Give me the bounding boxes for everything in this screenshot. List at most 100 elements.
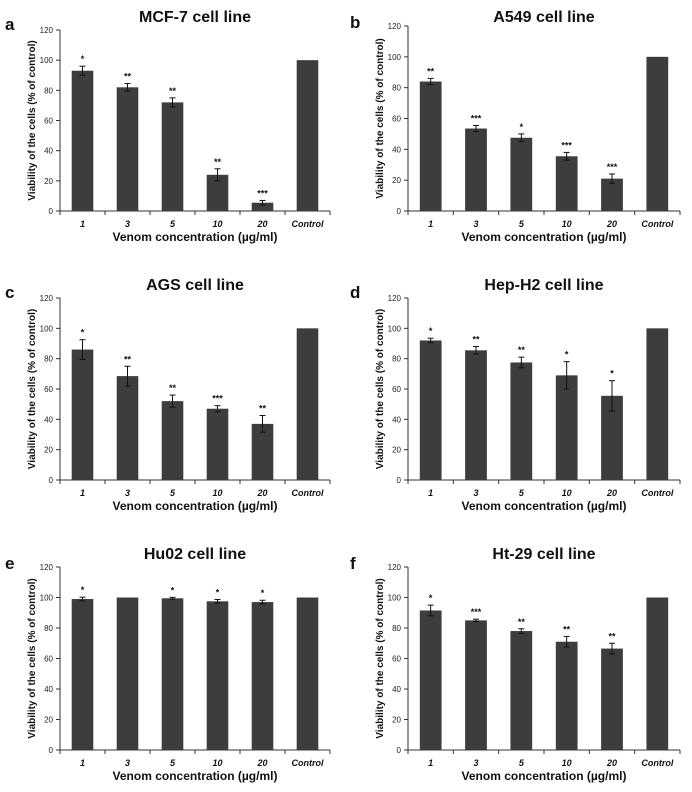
x-tick-label: 10	[212, 219, 222, 229]
significance-marker: *	[81, 585, 85, 595]
bar	[296, 328, 319, 480]
y-tick-label: 60	[392, 385, 401, 394]
y-tick-label: 80	[392, 84, 401, 93]
y-tick-label: 80	[392, 355, 401, 364]
x-axis-label: Venom concentration (µg/ml)	[113, 230, 278, 244]
x-tick-label: 3	[473, 219, 478, 229]
y-tick-label: 60	[392, 655, 401, 664]
x-tick-label: 20	[606, 758, 617, 768]
significance-marker: ***	[471, 607, 482, 617]
y-tick-label: 100	[388, 53, 402, 62]
y-tick-label: 40	[44, 685, 53, 694]
x-tick-label: 10	[562, 488, 572, 498]
chart-panel-a: a MCF-7 cell line 0 20 40 60 80 100 120 * 1 ** 3 ** 5 *…	[5, 9, 331, 244]
significance-marker: **	[169, 86, 177, 96]
bar	[161, 102, 184, 211]
y-tick-label: 0	[397, 746, 402, 755]
x-tick-label: 5	[519, 219, 525, 229]
significance-marker: *	[520, 122, 524, 132]
y-tick-label: 20	[392, 446, 401, 455]
y-tick-label: 20	[44, 716, 53, 725]
x-tick-label: 10	[562, 219, 572, 229]
significance-marker: *	[216, 587, 220, 597]
significance-marker: ***	[471, 113, 482, 123]
chart-title: MCF-7 cell line	[139, 9, 251, 26]
x-tick-label: 20	[256, 488, 267, 498]
bar	[251, 423, 274, 480]
bar	[419, 81, 442, 211]
chart-panel-b: b A549 cell line 0 20 40 60 80 100 120 ** 1 *** 3 * 5 *…	[350, 9, 681, 244]
bar	[465, 128, 487, 211]
bar	[555, 375, 578, 480]
significance-marker: *	[171, 585, 175, 595]
x-tick-label: 1	[428, 219, 433, 229]
y-tick-label: 0	[397, 476, 402, 485]
y-tick-label: 0	[397, 207, 402, 216]
x-tick-label: 5	[170, 488, 176, 498]
y-tick-label: 100	[40, 324, 54, 333]
y-tick-label: 120	[388, 563, 402, 572]
bar	[206, 601, 229, 750]
y-axis-label: Viability of the cells (% of control)	[375, 38, 386, 198]
x-tick-label: 3	[125, 488, 130, 498]
y-tick-label: 100	[40, 594, 54, 603]
bar	[116, 87, 139, 211]
chart-title: Hep-H2 cell line	[484, 277, 603, 294]
bar	[465, 620, 487, 750]
x-tick-label: 10	[212, 758, 222, 768]
y-tick-label: 80	[44, 355, 53, 364]
y-tick-label: 80	[44, 86, 53, 95]
bar	[71, 70, 94, 211]
bar	[296, 60, 319, 211]
bar	[555, 156, 578, 211]
bar	[555, 641, 578, 750]
x-tick-label: 5	[170, 758, 176, 768]
significance-marker: *	[610, 369, 614, 379]
y-tick-label: 80	[44, 624, 53, 633]
x-tick-label: 5	[519, 758, 525, 768]
x-tick-label: 1	[428, 758, 433, 768]
chart-title: Hu02 cell line	[144, 546, 246, 563]
panel-letter: d	[350, 283, 360, 302]
x-tick-label: 20	[256, 219, 267, 229]
y-tick-label: 20	[44, 446, 53, 455]
bar	[251, 202, 274, 211]
x-tick-label: 3	[473, 758, 478, 768]
bar	[646, 56, 669, 212]
bar	[71, 349, 94, 480]
bar	[251, 602, 274, 750]
y-tick-label: 60	[44, 655, 53, 664]
significance-marker: **	[563, 624, 571, 634]
panel-letter: b	[350, 13, 360, 32]
x-tick-label: Control	[292, 219, 324, 229]
y-tick-label: 120	[40, 294, 54, 303]
significance-marker: **	[427, 66, 435, 76]
chart-panel-e: e Hu02 cell line 0 20 40 60 80 100 120 * 1 3 * 5 * 10 * 2…	[5, 546, 331, 783]
x-axis-label: Venom concentration (µg/ml)	[462, 230, 627, 244]
y-tick-label: 100	[388, 324, 402, 333]
y-tick-label: 40	[392, 415, 401, 424]
y-axis-label: Viability of the cells (% of control)	[27, 578, 38, 738]
y-tick-label: 120	[40, 26, 54, 35]
significance-marker: **	[124, 72, 132, 82]
y-tick-label: 100	[388, 594, 402, 603]
y-tick-label: 0	[49, 207, 54, 216]
y-tick-label: 40	[392, 145, 401, 154]
significance-marker: **	[608, 631, 616, 641]
y-tick-label: 60	[44, 385, 53, 394]
x-tick-label: Control	[292, 488, 324, 498]
panel-letter: c	[5, 283, 14, 302]
significance-marker: *	[565, 350, 569, 360]
bar	[646, 328, 669, 480]
significance-marker: **	[259, 404, 267, 414]
bar	[601, 648, 623, 750]
y-tick-label: 40	[392, 685, 401, 694]
x-tick-label: Control	[641, 488, 673, 498]
bar	[116, 376, 139, 480]
y-tick-label: 0	[49, 476, 54, 485]
panel-letter: f	[350, 554, 356, 573]
chart-title: A549 cell line	[493, 9, 594, 26]
bar	[206, 408, 229, 480]
x-tick-label: 1	[428, 488, 433, 498]
y-tick-label: 20	[44, 177, 53, 186]
